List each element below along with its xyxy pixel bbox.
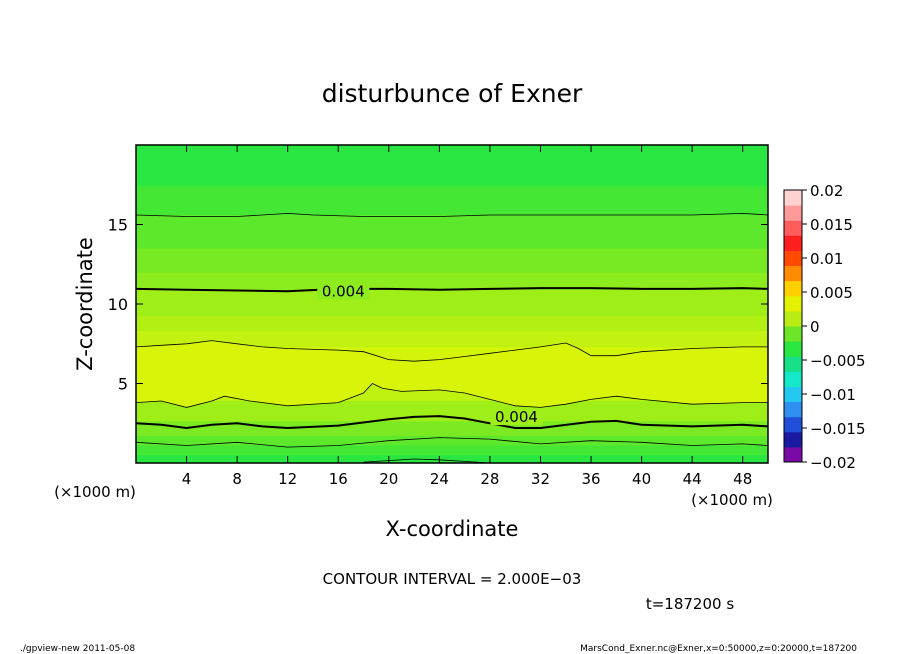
y-axis-label: Z-coordinate xyxy=(73,237,97,371)
colorbar-segment xyxy=(784,371,802,387)
colorbar-segment xyxy=(784,416,802,433)
color-band xyxy=(136,248,768,273)
y-tick-label: 10 xyxy=(108,295,128,314)
x-tick-label: 40 xyxy=(632,470,651,488)
colorbar-tick-label: −0.005 xyxy=(810,352,866,370)
colorbar-segment xyxy=(784,235,802,251)
x-tick-label: 32 xyxy=(531,470,550,488)
color-band xyxy=(136,435,768,446)
colorbar-segment xyxy=(784,446,802,463)
contour-line-0 xyxy=(135,287,769,293)
colorbar-tick-label: −0.02 xyxy=(810,454,856,472)
colorbar-tick-label: 0.02 xyxy=(810,182,843,200)
footer-left: ./gpview-new 2011-05-08 xyxy=(20,644,135,654)
color-bands xyxy=(136,145,768,463)
y-tick-label: 15 xyxy=(108,216,128,235)
x-tick-label: 44 xyxy=(683,470,702,488)
contour-interval: CONTOUR INTERVAL = 2.000E−03 xyxy=(323,570,582,588)
colorbar-segment xyxy=(784,220,802,236)
x-tick-label: 16 xyxy=(329,470,348,488)
x-tick-label: 8 xyxy=(232,470,242,488)
color-band xyxy=(136,186,768,215)
color-band xyxy=(136,455,768,463)
x-tick-label: 48 xyxy=(733,470,752,488)
contour-line-6 xyxy=(363,458,490,464)
contour-label: 0.004 xyxy=(495,408,538,426)
colorbar-tick-label: 0.01 xyxy=(810,250,843,268)
colorbar-tick-label: −0.01 xyxy=(810,386,856,404)
x-tick-label: 4 xyxy=(182,470,192,488)
x-tick-label: 12 xyxy=(278,470,297,488)
contour-lines: 0.004 0.004 xyxy=(135,212,769,464)
color-band xyxy=(136,331,768,347)
contour-line-3 xyxy=(135,340,768,362)
time-stamp: t=187200 s xyxy=(646,595,734,613)
colorbar-tick-label: 0.005 xyxy=(810,284,853,302)
colorbar-segment xyxy=(784,401,802,418)
colorbar-segment xyxy=(784,280,802,297)
core-region xyxy=(136,340,768,408)
x-tick-label: 28 xyxy=(480,470,499,488)
x-axis-label: X-coordinate xyxy=(386,517,519,541)
x-unit-right: (×1000 m) xyxy=(691,491,773,509)
x-tick-label: 36 xyxy=(581,470,600,488)
colorbar-segment xyxy=(784,386,802,403)
colorbar-tick-label: 0 xyxy=(810,318,820,336)
color-band xyxy=(136,445,768,456)
colorbar-tick-label: −0.015 xyxy=(810,420,866,438)
colorbar-segment xyxy=(784,326,802,342)
color-band xyxy=(136,289,768,316)
colorbar-segment xyxy=(784,431,802,448)
x-unit-left: (×1000 m) xyxy=(54,483,136,501)
y-axis-ticks: 5 10 15 xyxy=(108,216,768,394)
color-band xyxy=(136,272,768,290)
colorbar-segment xyxy=(784,250,802,267)
colorbar-tick-label: 0.015 xyxy=(810,216,853,234)
plot-area: 0.004 0.004 xyxy=(135,144,769,464)
y-tick-label: 5 xyxy=(118,375,128,394)
colorbar-segment xyxy=(784,190,802,206)
contour-label-bg xyxy=(317,281,370,300)
contour-line-5 xyxy=(135,437,769,448)
colorbar-segment xyxy=(784,341,802,357)
contour-line-2 xyxy=(135,212,769,217)
colorbar-segment xyxy=(784,265,802,282)
x-tick-label: 20 xyxy=(379,470,398,488)
contour-label: 0.004 xyxy=(322,282,365,300)
colorbar xyxy=(783,189,803,463)
contour-label-bg xyxy=(490,407,543,426)
colorbar-ticks: 0.02 0.015 0.01 0.005 0 −0.005 −0.01 −0.015 −0.0… xyxy=(802,182,866,472)
x-axis-ticks: 4 8 12 16 20 24 28 32 36 40 44 48 xyxy=(182,145,752,488)
colorbar-segment xyxy=(784,356,802,372)
color-band xyxy=(136,315,768,332)
contour-line-1 xyxy=(135,415,769,430)
colorbar-segment xyxy=(784,205,802,221)
color-band xyxy=(136,400,768,422)
x-tick-label: 24 xyxy=(430,470,449,488)
color-band xyxy=(136,421,768,436)
chart-title: disturbunce of Exner xyxy=(322,79,583,108)
color-band xyxy=(136,214,768,249)
colorbar-segment xyxy=(784,295,802,312)
color-band xyxy=(136,145,768,187)
contour-line-4 xyxy=(135,383,768,408)
colorbar-segment xyxy=(784,310,802,327)
footer-right: MarsCond_Exner.nc@Exner,x=0:50000,z=0:20… xyxy=(580,644,857,654)
